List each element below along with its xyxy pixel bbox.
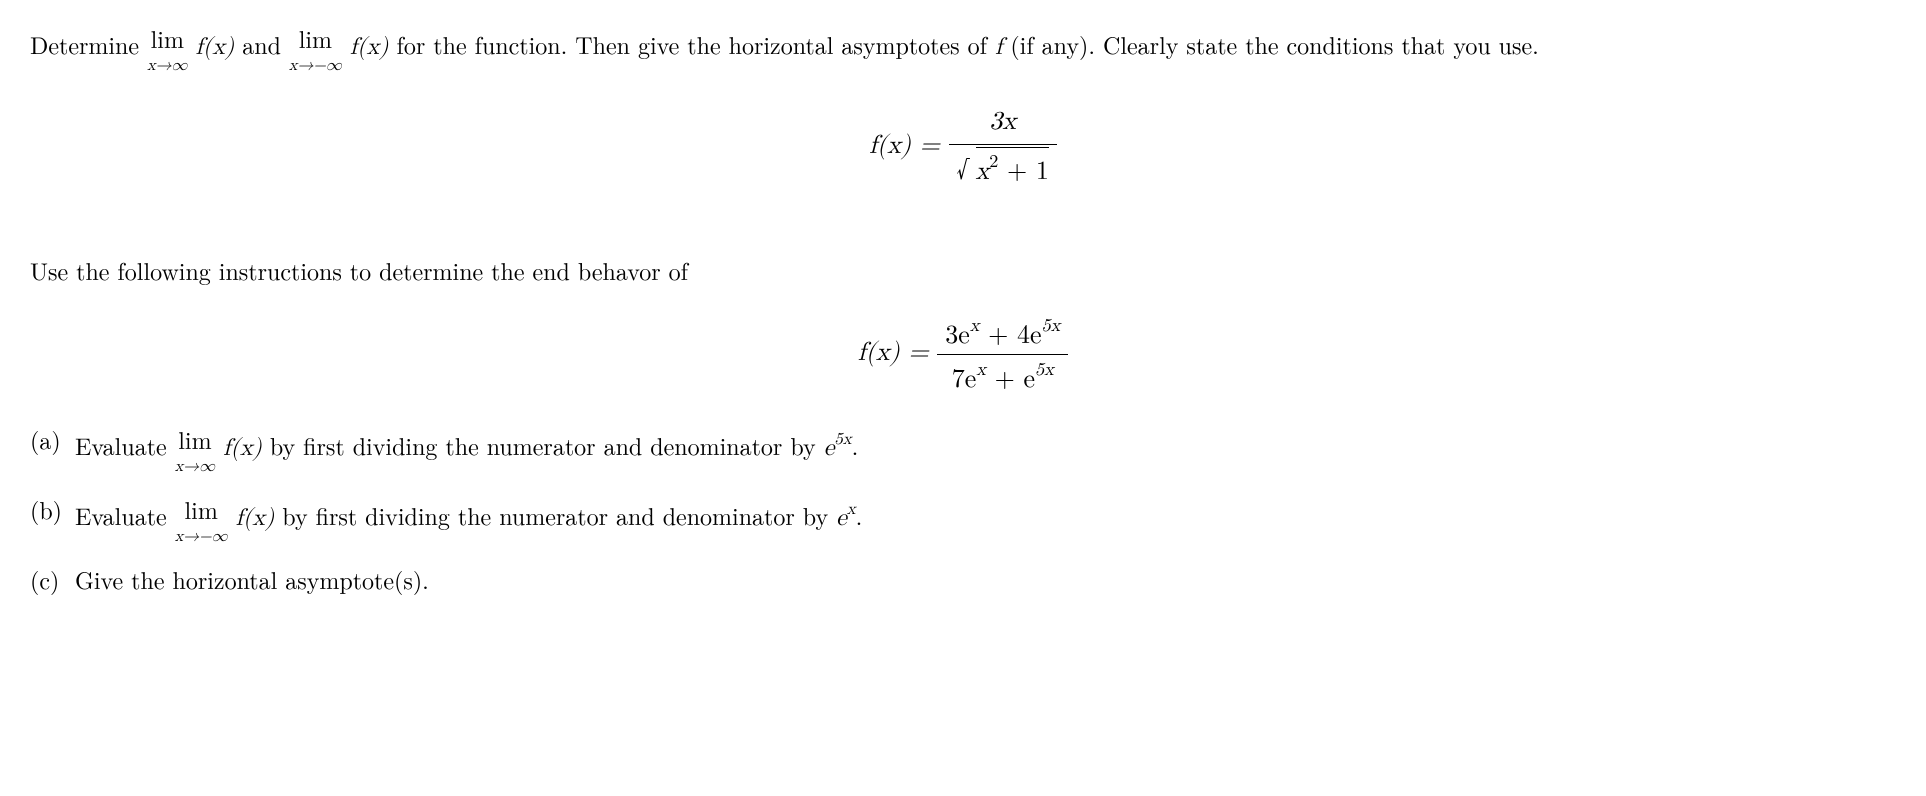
formula-lhs: f(x) =	[869, 133, 940, 159]
sqrt-symbol: √	[957, 147, 969, 186]
item-label: (c)	[30, 561, 75, 597]
formula-lhs: f(x) =	[858, 340, 929, 366]
f: f	[995, 35, 1002, 59]
exp: x	[976, 360, 986, 379]
limit-expression: lim x→−∞	[175, 491, 228, 549]
text: Determine	[30, 27, 139, 61]
problem-1: Determine lim x→∞ f(x) and lim x→−∞ f(x)…	[30, 20, 1896, 192]
fx: f(x)	[223, 436, 262, 460]
denominator: 7ex + e5x	[937, 355, 1068, 396]
item-label: (b)	[30, 491, 75, 527]
period: .	[852, 428, 859, 462]
sqrt-exp: 2	[989, 147, 998, 173]
sub-items: (a) Evaluate lim x→∞ f(x) by first divid…	[30, 421, 1896, 597]
coef: 3e	[945, 314, 970, 351]
item-content: Give the horizontal asymptote(s).	[75, 561, 429, 597]
text: Use the following instructions to determ…	[30, 253, 688, 287]
sub-item-b: (b) Evaluate lim x→−∞ f(x) by first divi…	[30, 491, 1896, 549]
lim-label: lim	[147, 20, 187, 56]
text: and	[242, 27, 281, 61]
lim-label: lim	[175, 491, 228, 527]
limit-expression: lim x→−∞	[289, 20, 342, 78]
item-content: Evaluate lim x→−∞ f(x) by first dividing…	[75, 491, 862, 549]
exp: x	[970, 316, 980, 335]
coef: + 4e	[979, 314, 1041, 351]
divisor-exp: x	[847, 501, 856, 518]
divisor: e	[836, 506, 847, 530]
limit-expression: lim x→∞	[175, 421, 215, 479]
text: Evaluate	[75, 498, 167, 532]
lim-sub: x→−∞	[175, 525, 228, 549]
text: (if any). Clearly state the conditions t…	[1010, 27, 1538, 61]
lim-sub: x→∞	[175, 455, 215, 479]
text: by first dividing the numerator and deno…	[270, 428, 816, 462]
divisor-exp: 5x	[834, 431, 851, 448]
lim-sub: x→−∞	[289, 54, 342, 78]
formula-1: f(x) = 3x √ x2 + 1	[30, 103, 1896, 192]
denominator: √ x2 + 1	[949, 145, 1057, 192]
divisor: e	[824, 436, 835, 460]
sqrt-content: x2 + 1	[976, 147, 1049, 192]
text: by first dividing the numerator and deno…	[282, 498, 828, 532]
formula-2: f(x) = 3ex + 4e5x 7ex + e5x	[30, 313, 1896, 396]
lim-label: lim	[289, 20, 342, 56]
problem-2: Use the following instructions to determ…	[30, 252, 1896, 597]
coef: + e	[986, 358, 1035, 395]
sqrt: √ x2 + 1	[957, 147, 1049, 192]
fx: f(x)	[196, 35, 235, 59]
item-content: Evaluate lim x→∞ f(x) by first dividing …	[75, 421, 858, 479]
coef: 7e	[952, 358, 977, 395]
limit-expression: lim x→∞	[147, 20, 187, 78]
sqrt-tail: + 1	[998, 150, 1049, 187]
fx: f(x)	[236, 506, 275, 530]
lim-label: lim	[175, 421, 215, 457]
sqrt-var: x	[976, 159, 990, 185]
sub-item-c: (c) Give the horizontal asymptote(s).	[30, 561, 1896, 597]
item-label: (a)	[30, 421, 75, 457]
lim-sub: x→∞	[147, 54, 187, 78]
fraction: 3x √ x2 + 1	[949, 103, 1057, 192]
numerator: 3ex + 4e5x	[937, 313, 1068, 355]
period: .	[856, 498, 863, 532]
text: for the function. Then give the horizont…	[397, 27, 987, 61]
numerator: 3x	[949, 103, 1057, 145]
fraction: 3ex + 4e5x 7ex + e5x	[937, 313, 1068, 396]
text: Evaluate	[75, 428, 167, 462]
problem-1-text: Determine lim x→∞ f(x) and lim x→−∞ f(x)…	[30, 20, 1896, 78]
problem-2-text: Use the following instructions to determ…	[30, 252, 1896, 288]
sub-item-a: (a) Evaluate lim x→∞ f(x) by first divid…	[30, 421, 1896, 479]
exp: 5x	[1035, 360, 1054, 379]
fx: f(x)	[350, 35, 389, 59]
exp: 5x	[1042, 316, 1061, 335]
